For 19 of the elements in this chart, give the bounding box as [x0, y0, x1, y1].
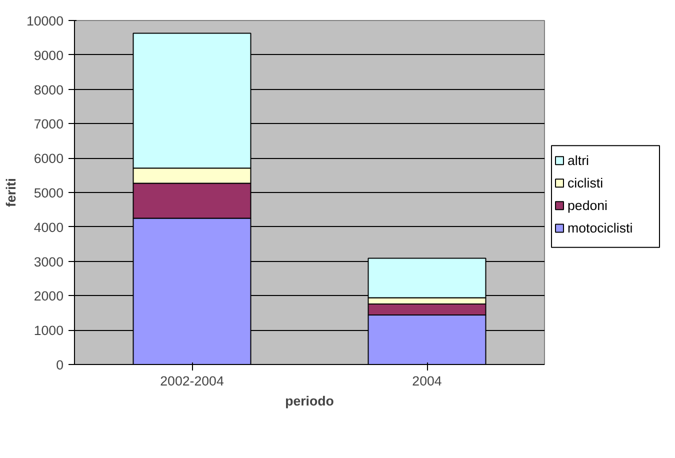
y-tick-label: 5000 — [34, 186, 64, 200]
legend-label: altri — [568, 153, 590, 168]
y-tick-label: 7000 — [34, 116, 64, 132]
legend-label: ciclisti — [568, 176, 604, 191]
y-tick-label: 2000 — [34, 288, 64, 304]
y-axis-title: feriti — [3, 178, 18, 207]
x-tick-label: 2002-2004 — [160, 374, 224, 388]
x-axis-title: periodo — [285, 394, 334, 408]
y-tick-label: 4000 — [34, 220, 64, 235]
y-tick-label: 10000 — [26, 14, 64, 28]
legend-label: pedoni — [568, 198, 608, 214]
y-tick-label: 1000 — [34, 323, 64, 338]
x-tick-label: 2004 — [412, 374, 442, 388]
y-tick-label: 6000 — [34, 151, 64, 166]
legend-label: motociclisti — [568, 220, 633, 236]
y-tick-label: 8000 — [34, 82, 64, 98]
y-tick-label: 9000 — [34, 48, 64, 63]
y-tick-label: 0 — [56, 358, 64, 372]
y-tick-label: 3000 — [34, 254, 64, 270]
